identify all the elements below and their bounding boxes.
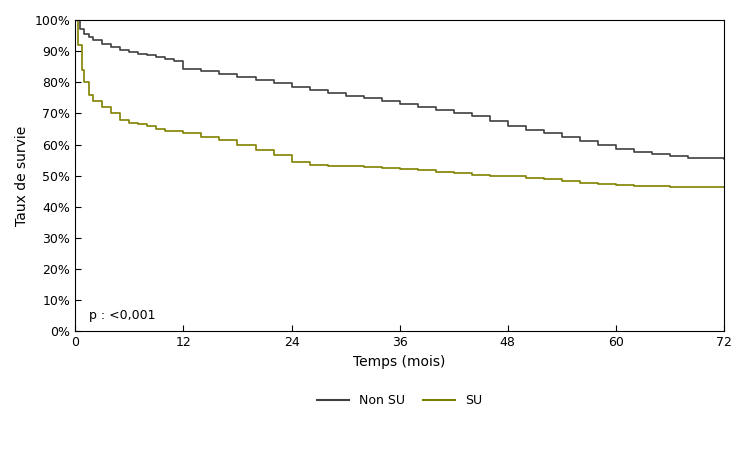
X-axis label: Temps (mois): Temps (mois) — [353, 355, 446, 369]
Y-axis label: Taux de survie: Taux de survie — [15, 125, 29, 226]
Text: p : <0,001: p : <0,001 — [89, 309, 155, 322]
Legend: Non SU, SU: Non SU, SU — [312, 389, 487, 412]
